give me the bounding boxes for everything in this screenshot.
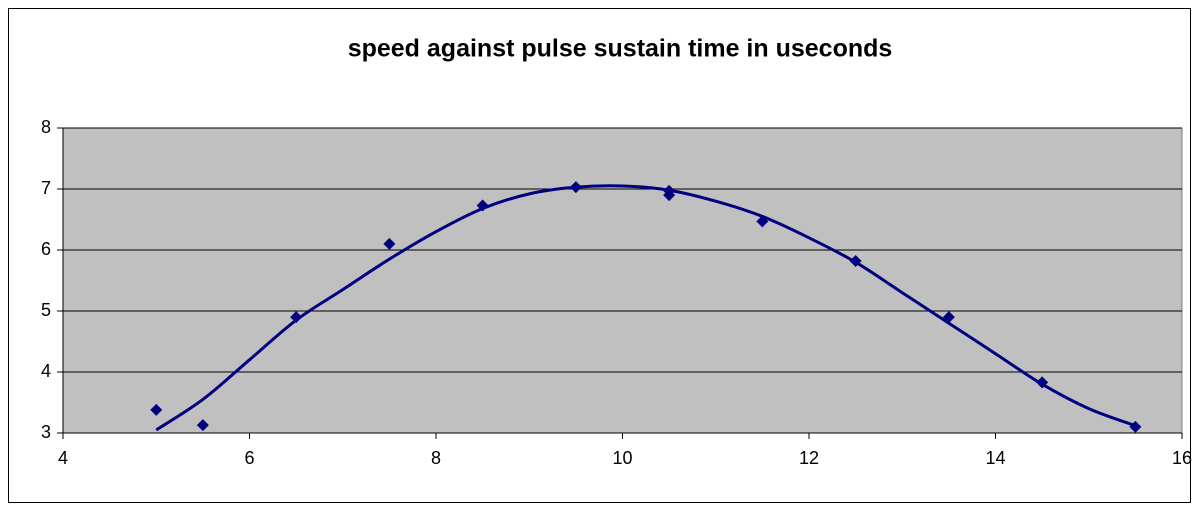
point — [196, 419, 209, 432]
point — [1129, 420, 1142, 433]
y-tick-label: 5 — [41, 300, 51, 320]
point — [942, 311, 955, 324]
point — [150, 403, 163, 416]
x-tick-label: 14 — [985, 448, 1005, 468]
y-tick-label: 7 — [41, 178, 51, 198]
x-tick-label: 16 — [1172, 448, 1192, 468]
chart-title: speed against pulse sustain time in usec… — [348, 35, 893, 63]
point — [476, 199, 489, 212]
x-tick-label: 4 — [58, 448, 68, 468]
x-tick-label: 12 — [799, 448, 819, 468]
y-tick-label: 4 — [41, 361, 51, 381]
point — [569, 181, 582, 194]
point — [290, 311, 303, 324]
y-tick-label: 6 — [41, 239, 51, 259]
point — [383, 237, 396, 250]
point — [849, 254, 862, 267]
y-tick-label: 3 — [41, 422, 51, 442]
point — [663, 189, 676, 202]
x-tick-label: 6 — [244, 448, 254, 468]
x-tick-label: 10 — [612, 448, 632, 468]
trendline — [155, 184, 1136, 432]
point — [1036, 376, 1049, 389]
x-tick-label: 8 — [431, 448, 441, 468]
y-tick-label: 8 — [41, 117, 51, 137]
plot-area — [62, 127, 1183, 434]
point — [756, 215, 769, 228]
